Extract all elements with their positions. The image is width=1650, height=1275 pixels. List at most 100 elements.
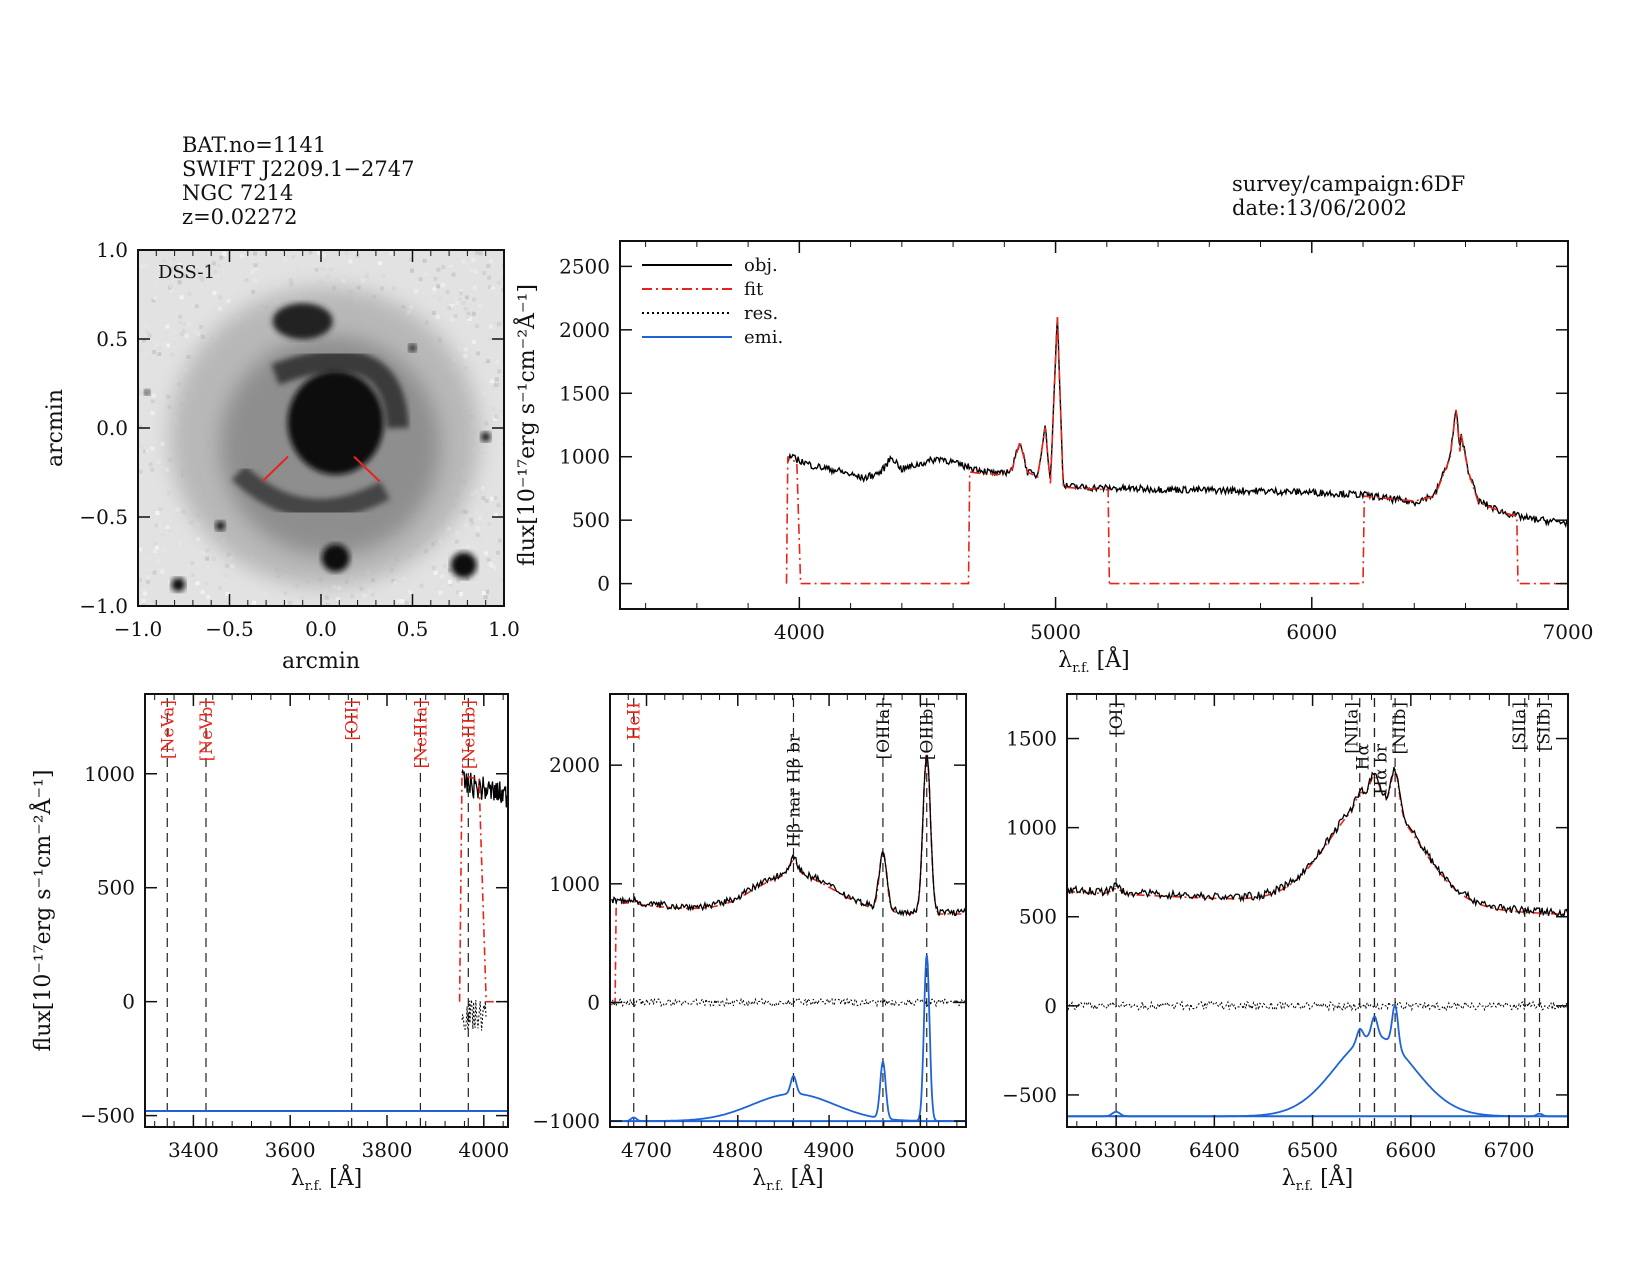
sky-grain: [495, 359, 500, 364]
sky-grain: [432, 287, 437, 292]
sky-grain: [178, 320, 183, 325]
field-star: [450, 552, 477, 579]
sky-grain: [156, 345, 161, 350]
sky-grain: [200, 277, 205, 282]
sky-grain: [473, 574, 478, 578]
sky-grain: [446, 526, 451, 531]
sky-grain: [450, 317, 455, 322]
x-axis-subscript: r.f.: [1072, 661, 1089, 676]
sky-grain: [465, 314, 470, 319]
x-tick-label: 0.0: [305, 617, 337, 641]
sky-grain: [348, 259, 353, 264]
plot-frame: [619, 240, 1569, 610]
sky-grain: [361, 279, 365, 283]
sky-grain: [488, 337, 493, 342]
line-label-oiiib: [OIIIb]: [918, 702, 938, 760]
sky-grain: [419, 583, 424, 588]
sky-grain: [193, 257, 198, 262]
sky-grain: [153, 549, 157, 554]
sky-grain: [481, 496, 486, 501]
sky-grain: [218, 295, 223, 300]
sky-grain: [455, 301, 460, 305]
swift-name: SWIFT J2209.1−2747: [182, 157, 415, 181]
sky-grain: [335, 596, 340, 601]
sky-grain: [486, 263, 491, 268]
sky-grain: [463, 356, 468, 361]
x-tick-label: −1.0: [114, 617, 163, 641]
sky-grain: [484, 551, 488, 556]
full-spectrum-data: [785, 317, 1568, 585]
sky-grain: [150, 411, 155, 416]
sky-grain: [489, 567, 494, 572]
sky-grain: [147, 333, 152, 338]
sky-grain: [152, 600, 157, 604]
sky-grain: [321, 253, 326, 258]
sky-grain: [288, 278, 293, 283]
y-tick-label: 1000: [549, 872, 600, 896]
sky-grain: [219, 255, 224, 260]
sky-grain: [465, 576, 470, 581]
sky-grain: [200, 590, 205, 595]
series-fit: [458, 771, 508, 1003]
series-obj: [787, 317, 1568, 529]
sky-grain: [464, 365, 468, 370]
sky-grain: [496, 280, 501, 285]
x-axis-subscript: r.f.: [305, 1179, 322, 1194]
sky-grain: [489, 259, 493, 263]
sky-grain: [141, 338, 146, 343]
sky-grain: [167, 529, 172, 533]
line-label: [NeVb]: [197, 700, 217, 761]
sky-grain: [179, 295, 184, 300]
sky-grain: [471, 554, 476, 559]
sky-grain: [148, 462, 153, 467]
sky-grain: [142, 589, 147, 594]
sky-grain: [418, 277, 423, 282]
x-tick-label: 6300: [1091, 1138, 1142, 1162]
sky-grain: [332, 585, 337, 590]
sky-grain: [168, 457, 173, 462]
sky-grain: [423, 549, 428, 554]
sky-grain: [275, 289, 280, 294]
sky-grain: [480, 485, 485, 490]
line-label-hbeta: Hβ nar Hβ br: [784, 733, 804, 848]
sky-grain: [470, 492, 474, 497]
sky-grain: [337, 585, 342, 590]
field-star: [408, 343, 417, 352]
sky-grain: [401, 305, 406, 309]
sky-grain: [211, 557, 216, 562]
sky-grain: [491, 386, 496, 391]
sky-grain: [150, 446, 155, 451]
sky-grain: [254, 266, 259, 271]
sky-grain: [438, 539, 442, 544]
sky-grain: [170, 330, 175, 335]
sky-grain: [448, 582, 453, 587]
sky-grain: [218, 585, 222, 590]
sky-grain: [223, 572, 228, 577]
sky-grain: [168, 257, 173, 262]
x-axis-subscript: r.f.: [766, 1179, 783, 1194]
sky-grain: [350, 594, 355, 599]
sky-grain: [455, 531, 460, 536]
sky-grain: [205, 556, 210, 561]
sky-grain: [473, 269, 478, 274]
sky-grain: [170, 270, 175, 275]
companion-galaxy: [272, 303, 333, 340]
sky-grain: [252, 600, 257, 605]
sky-grain: [138, 425, 143, 429]
sky-grain: [296, 266, 301, 271]
sky-grain: [165, 525, 170, 530]
sky-grain: [250, 269, 255, 274]
sky-grain: [481, 391, 486, 396]
sky-grain: [471, 258, 476, 263]
y-tick-label: 1000: [84, 762, 135, 786]
sky-grain: [194, 268, 199, 273]
sky-grain: [160, 569, 165, 574]
sky-grain: [463, 306, 468, 311]
sky-grain: [181, 509, 186, 514]
y-tick-label: −1000: [532, 1109, 600, 1133]
sky-grain: [294, 269, 299, 274]
sky-grain: [317, 251, 322, 256]
sky-grain: [217, 263, 221, 268]
sky-grain: [317, 280, 322, 285]
series-obj: [1067, 766, 1568, 918]
